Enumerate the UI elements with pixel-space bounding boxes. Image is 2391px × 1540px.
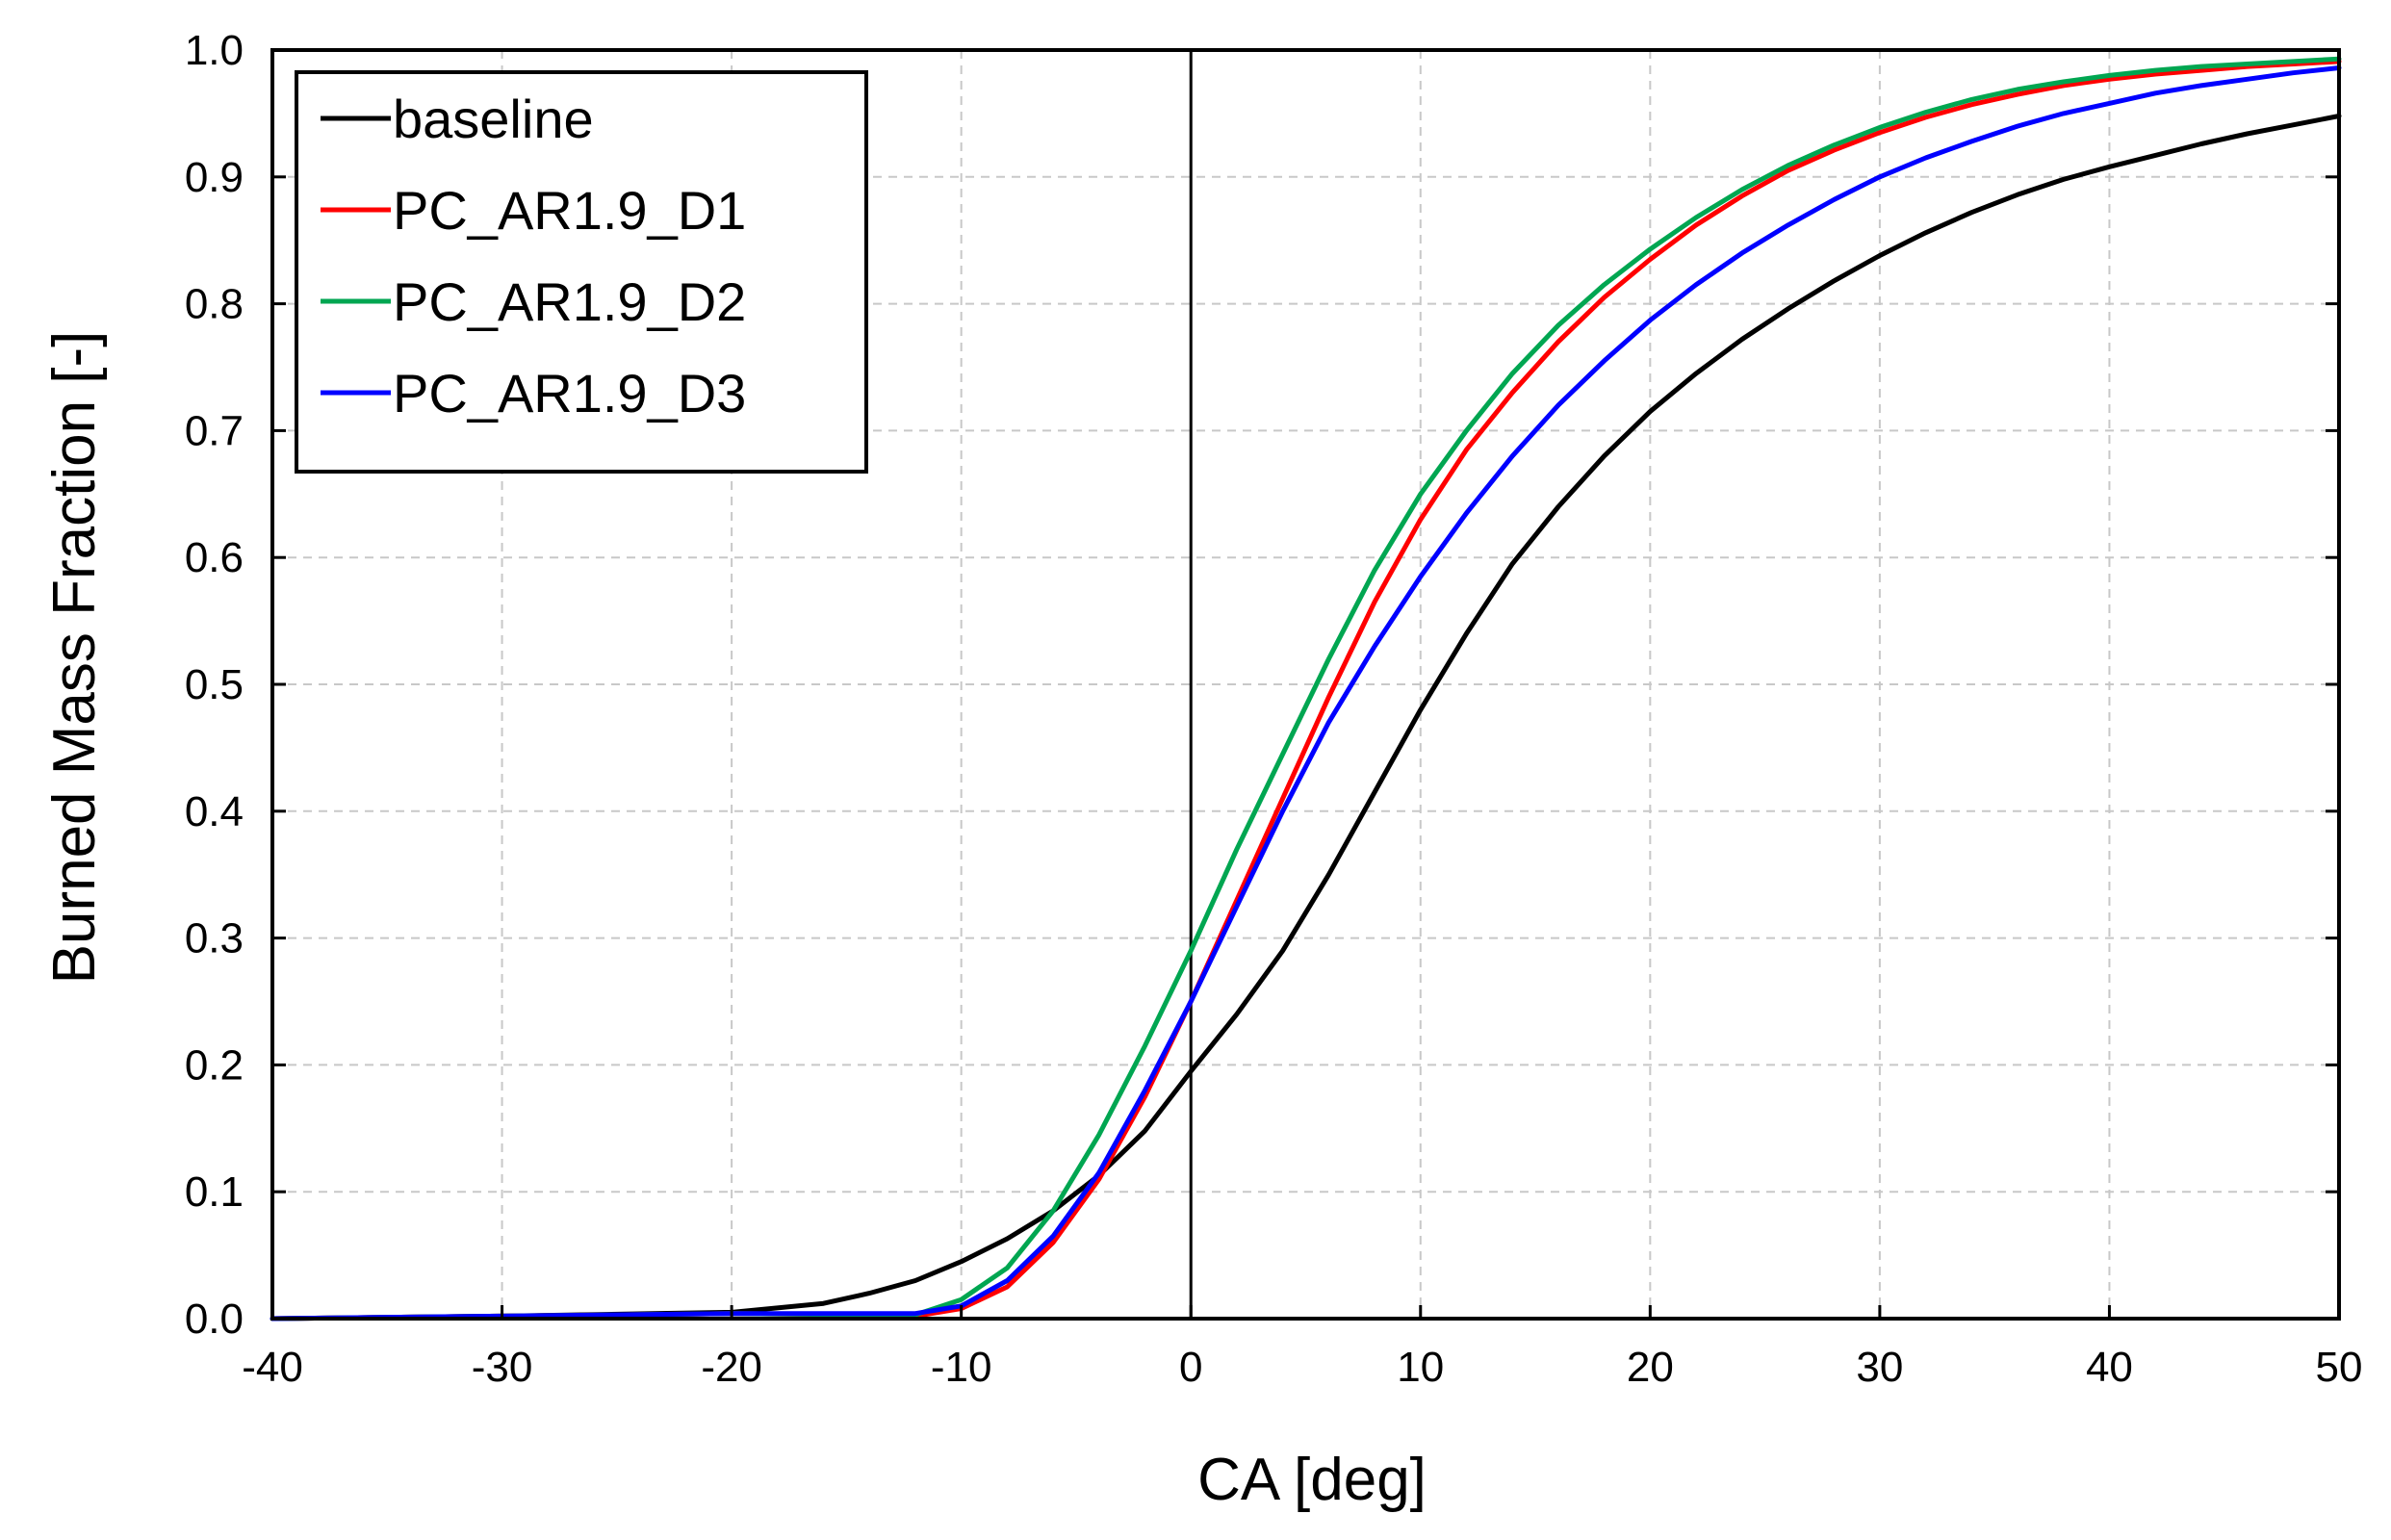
y-tick-label: 1.0 [185, 27, 244, 74]
x-tick-label: 50 [2316, 1344, 2363, 1391]
y-tick-labels: 0.0 0.1 0.2 0.3 0.4 0.5 0.6 0.7 0.8 0.9 1.0 [185, 27, 244, 1343]
x-tick-label: -10 [931, 1344, 992, 1391]
y-tick-label: 0.6 [185, 534, 244, 581]
y-tick-label: 0.9 [185, 154, 244, 201]
legend-box [295, 70, 868, 474]
y-tick-label: 0.0 [185, 1296, 244, 1343]
y-tick-label: 0.5 [185, 661, 244, 708]
y-tick-label: 0.3 [185, 915, 244, 962]
y-tick-label: 0.4 [185, 788, 244, 835]
x-tick-label: 30 [1856, 1344, 1903, 1391]
series-line-pc-ar1-9-d2 [270, 56, 2342, 1322]
legend: baseline PC_AR1.9_D1 PC_AR1.9_D2 PC_AR1.9_D… [295, 70, 868, 474]
series-group [270, 56, 2342, 1322]
series-line-baseline [270, 114, 2342, 1322]
legend-label: PC_AR1.9_D2 [393, 271, 746, 332]
x-tick-label: 40 [2086, 1344, 2133, 1391]
y-tick-label: 0.2 [185, 1041, 244, 1089]
legend-label: PC_AR1.9_D3 [393, 363, 746, 424]
x-tick-label: -20 [701, 1344, 762, 1391]
series-line-pc-ar1-9-d1 [270, 59, 2342, 1322]
legend-label: PC_AR1.9_D1 [393, 180, 746, 241]
x-tick-labels: -40 -30 -20 -10 0 10 20 30 40 50 [242, 1344, 2362, 1391]
x-axis-title: CA [deg] [1197, 1447, 1427, 1513]
x-tick-label: 0 [1179, 1344, 1202, 1391]
y-tick-label: 0.7 [185, 407, 244, 454]
ticks [270, 48, 2341, 1321]
y-axis-title: Burned Mass Fraction [-] [41, 331, 108, 985]
series-line-pc-ar1-9-d3 [270, 65, 2342, 1322]
x-tick-label: 10 [1397, 1344, 1444, 1391]
y-tick-label: 0.1 [185, 1168, 244, 1216]
x-tick-label: 20 [1627, 1344, 1674, 1391]
legend-label: baseline [393, 89, 594, 149]
x-tick-label: -30 [472, 1344, 533, 1391]
y-tick-label: 0.8 [185, 281, 244, 328]
x-tick-label: -40 [242, 1344, 303, 1391]
